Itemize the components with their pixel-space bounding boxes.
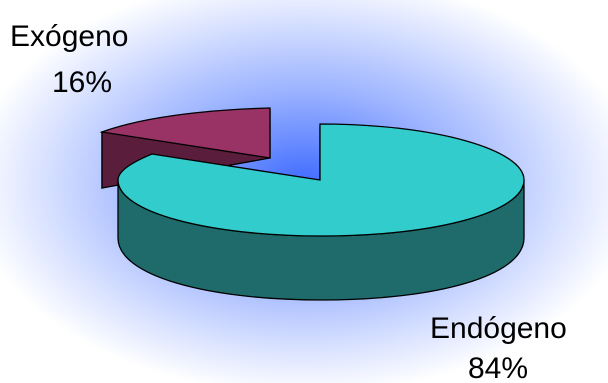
- slice-exogeno-top: [99, 107, 271, 159]
- slice-label-exogeno: Exógeno: [10, 20, 128, 53]
- slice-value-endogeno: 84%: [468, 352, 528, 383]
- slice-endogeno: [117, 123, 525, 301]
- slice-value-exogeno: 16%: [52, 66, 112, 99]
- slice-label-endogeno: Endógeno: [430, 312, 567, 345]
- slice-endogeno-top: [117, 123, 525, 237]
